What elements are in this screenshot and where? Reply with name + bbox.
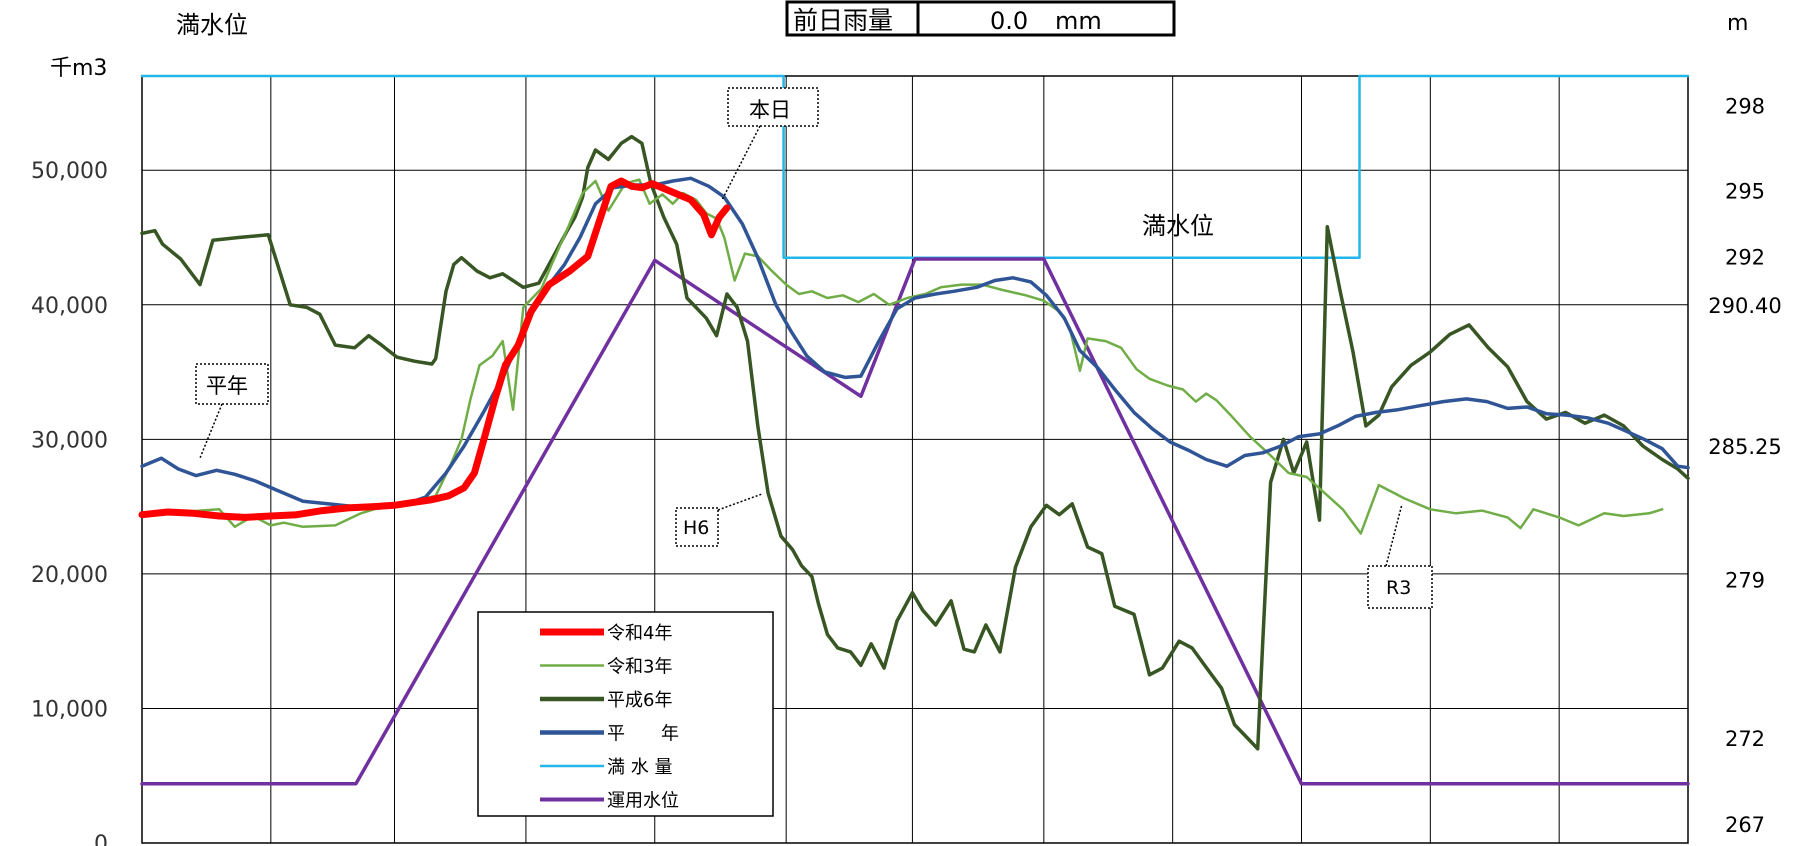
annotation-h6-text: H6 [683, 517, 709, 539]
top-left-title: 満水位 [176, 11, 248, 39]
right-tick-label: 267 [1725, 813, 1765, 837]
series-line-heinen [140, 176, 1690, 510]
right-tick-label: 279 [1725, 568, 1765, 592]
annotation-mansuii-text: 満水位 [1142, 212, 1214, 240]
series-line-r4 [138, 177, 731, 521]
legend-label: 平成6年 [607, 690, 672, 711]
y-tick-label: 30,000 [31, 428, 108, 453]
grid [141, 75, 1689, 844]
rain-box-frame [785, 0, 1176, 37]
annotation-r3: R3 [1367, 503, 1433, 609]
plot-frame [141, 75, 1689, 844]
right-tick-label: 290.40 [1708, 294, 1781, 318]
series-line-h6 [140, 134, 1690, 751]
legend-frame [477, 611, 774, 817]
legend-label: 平 年 [607, 724, 679, 745]
y-tick-labels: 0 10,000 20,000 30,000 40,000 50,000 [31, 159, 108, 846]
annotation-h6: H6 [675, 493, 763, 547]
y-tick-label: 10,000 [31, 697, 108, 722]
right-tick-label: 292 [1725, 245, 1765, 269]
annotation-mansuii: 満水位 [1142, 212, 1214, 240]
annotation-honjitsu-text: 本日 [749, 98, 791, 122]
annotation-heinen-text: 平年 [206, 374, 248, 398]
y-tick-label: 20,000 [31, 563, 108, 588]
right-tick-label: 295 [1725, 179, 1765, 203]
series-line-r3 [140, 178, 1664, 535]
annotation-r3-text: R3 [1386, 577, 1411, 599]
rain-box: 前日雨量 0.0 mm [785, 0, 1176, 37]
right-tick-label: 285.25 [1708, 435, 1781, 459]
annotation-heinen: 平年 [195, 363, 269, 459]
legend-label: 満 水 量 [607, 757, 672, 778]
rain-unit: mm [1055, 7, 1102, 35]
series-lines [138, 74, 1690, 786]
right-tick-label: 272 [1725, 727, 1765, 751]
legend-label: 令和4年 [607, 623, 672, 644]
rain-label: 前日雨量 [793, 6, 893, 35]
y-left-label: 千m3 [50, 56, 107, 81]
right-tick-label: 298 [1725, 95, 1765, 119]
rain-value: 0.0 [990, 7, 1028, 35]
y-tick-label: 40,000 [31, 294, 108, 319]
right-unit: m [1727, 11, 1748, 36]
y-tick-label: 50,000 [31, 159, 108, 184]
legend-label: 令和3年 [607, 657, 672, 678]
right-axis-labels: 298 295 292 290.40 285.25 279 272 267 [1708, 95, 1781, 838]
legend-label: 運用水位 [607, 791, 679, 812]
y-tick-label: 0 [94, 832, 108, 846]
series-line-manshui [140, 74, 1690, 259]
annotation-honjitsu: 本日 [721, 87, 819, 201]
